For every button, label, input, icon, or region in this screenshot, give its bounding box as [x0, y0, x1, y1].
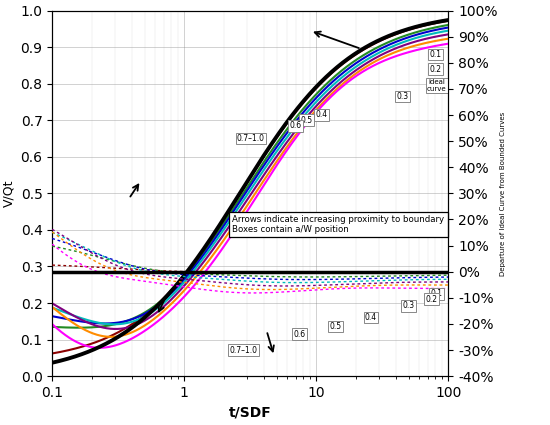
Text: 0.6: 0.6 — [290, 121, 302, 130]
Text: Arrows indicate increasing proximity to boundary
Boxes contain a/W position: Arrows indicate increasing proximity to … — [233, 215, 444, 234]
Text: 0.7–1.0: 0.7–1.0 — [229, 346, 257, 354]
Text: 0.3: 0.3 — [403, 301, 415, 310]
Text: 0.2: 0.2 — [430, 65, 442, 74]
Text: 0.4: 0.4 — [316, 110, 328, 119]
Y-axis label: Departure of Ideal Curve from Bounded Curves: Departure of Ideal Curve from Bounded Cu… — [500, 111, 506, 275]
Text: 0.2: 0.2 — [426, 295, 438, 303]
Text: 0.1: 0.1 — [431, 289, 443, 298]
Text: 0.6: 0.6 — [294, 330, 306, 339]
Text: 0.4: 0.4 — [365, 313, 377, 322]
X-axis label: t/SDF: t/SDF — [229, 405, 272, 419]
Text: ideal
curve: ideal curve — [427, 79, 447, 92]
Text: 0.7–1.0: 0.7–1.0 — [237, 134, 265, 143]
Text: 0.5: 0.5 — [329, 322, 342, 331]
Y-axis label: V/Qt: V/Qt — [2, 180, 15, 207]
Text: 0.1: 0.1 — [430, 50, 442, 59]
Text: 0.5: 0.5 — [301, 116, 313, 125]
Text: 0.3: 0.3 — [397, 92, 409, 101]
